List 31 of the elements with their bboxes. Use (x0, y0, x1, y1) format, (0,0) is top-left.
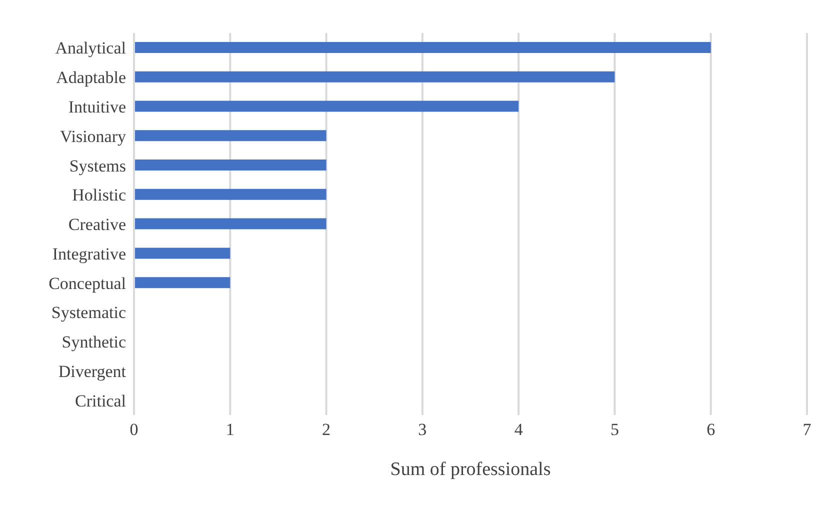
y-tick-label: Visionary (60, 126, 126, 146)
y-tick-label: Adaptable (56, 68, 126, 88)
x-tick-label: 1 (226, 420, 234, 440)
y-tick-label: Systematic (51, 303, 126, 322)
y-tick-label: Divergent (58, 362, 126, 381)
y-tick-label: Holistic (72, 186, 126, 205)
x-tick-label: 2 (322, 420, 331, 440)
y-tick-label: Analytical (55, 38, 126, 58)
bar (134, 100, 519, 112)
bar (134, 160, 326, 171)
bar (134, 218, 326, 230)
bar (134, 42, 711, 53)
y-tick-label: Systems (69, 156, 126, 176)
x-tick-label: 3 (418, 420, 427, 440)
bar (134, 277, 230, 288)
bar (134, 130, 326, 142)
bar (134, 188, 326, 200)
y-tick-label: Intuitive (68, 97, 126, 116)
x-axis-title: Sum of professionals (390, 459, 551, 480)
y-tick-label: Critical (75, 391, 126, 410)
bar (134, 71, 615, 82)
bar (134, 248, 230, 259)
x-tick-label: 0 (130, 420, 138, 440)
x-tick-label: 4 (514, 420, 524, 440)
y-tick-label: Synthetic (62, 332, 126, 352)
x-tick-label: 7 (802, 420, 812, 440)
y-tick-label: Conceptual (48, 274, 126, 293)
x-tick-label: 5 (610, 420, 619, 440)
x-tick-label: 6 (706, 420, 716, 440)
y-tick-label: Creative (68, 215, 126, 234)
y-tick-label: Integrative (52, 244, 126, 264)
